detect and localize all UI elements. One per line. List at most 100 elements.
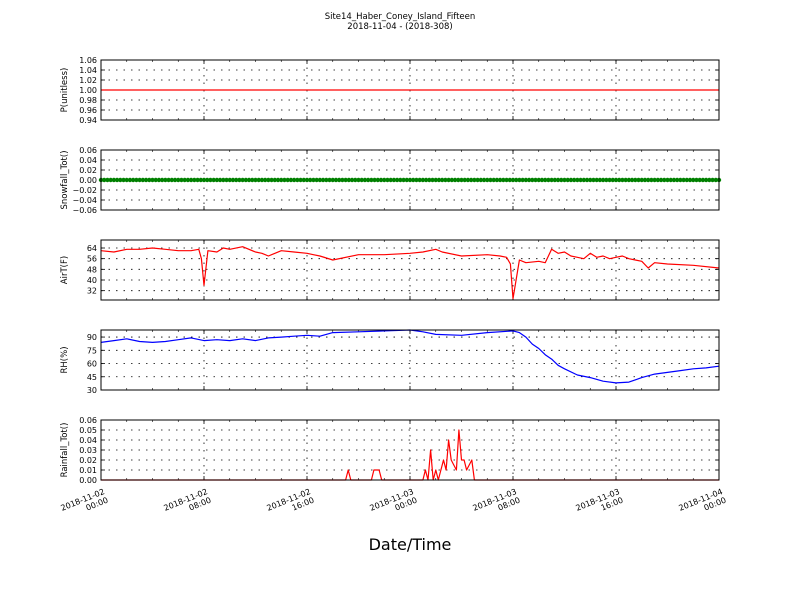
y-tick-label: 32 bbox=[87, 287, 97, 296]
series-marker bbox=[172, 177, 178, 183]
series-marker bbox=[411, 177, 416, 183]
series-marker bbox=[185, 177, 191, 183]
series-marker bbox=[526, 177, 532, 183]
series-marker bbox=[288, 177, 294, 183]
series-marker bbox=[514, 177, 519, 183]
series-marker bbox=[497, 177, 503, 183]
series-marker bbox=[645, 177, 651, 183]
series-marker bbox=[681, 177, 686, 183]
series-marker bbox=[394, 177, 400, 183]
series-marker bbox=[710, 177, 715, 183]
series-marker bbox=[546, 177, 551, 183]
series-marker bbox=[707, 177, 712, 183]
series-marker bbox=[137, 177, 142, 183]
x-tick-label: 2018-11-0200:00 bbox=[60, 487, 110, 521]
series-marker bbox=[311, 177, 316, 183]
series-marker bbox=[468, 177, 474, 183]
series-marker bbox=[449, 177, 455, 183]
y-tick-label: 60 bbox=[87, 360, 97, 369]
series-marker bbox=[159, 177, 165, 183]
y-axis-label: P(unitless) bbox=[60, 68, 70, 113]
series-marker bbox=[279, 177, 284, 183]
series-marker bbox=[674, 177, 680, 183]
series-marker bbox=[465, 177, 471, 183]
series-marker bbox=[629, 177, 635, 183]
x-tick-label: 2018-11-0300:00 bbox=[369, 487, 419, 521]
series-marker bbox=[600, 177, 606, 183]
series-marker bbox=[343, 177, 348, 183]
series-marker bbox=[636, 177, 641, 183]
series-marker bbox=[552, 177, 558, 183]
series-marker bbox=[578, 177, 583, 183]
chart-subtitle: 2018-11-04 - (2018-308) bbox=[347, 22, 452, 32]
series-marker bbox=[353, 177, 358, 183]
series-marker bbox=[237, 177, 242, 183]
series-marker bbox=[433, 177, 438, 183]
series-marker bbox=[494, 177, 500, 183]
series-marker bbox=[140, 177, 146, 183]
y-axis-label: Rainfall_Tot() bbox=[60, 423, 70, 478]
series-marker bbox=[163, 177, 168, 183]
series-marker bbox=[388, 177, 393, 183]
series-marker bbox=[108, 177, 113, 183]
series-marker bbox=[327, 177, 332, 183]
y-tick-label: 64 bbox=[87, 244, 97, 253]
series-marker bbox=[520, 177, 525, 183]
plot-frame bbox=[100, 239, 720, 301]
plot-frame bbox=[100, 59, 720, 121]
series-marker bbox=[272, 177, 278, 183]
y-tick-label: 0.00 bbox=[79, 176, 97, 185]
y-tick-label: 0.98 bbox=[79, 96, 97, 105]
x-tick-label: 2018-11-0308:00 bbox=[472, 487, 522, 521]
series-marker bbox=[713, 177, 718, 183]
series-marker bbox=[362, 177, 368, 183]
series-marker bbox=[243, 177, 249, 183]
series-marker bbox=[169, 177, 175, 183]
series-marker bbox=[195, 177, 200, 183]
series-marker bbox=[401, 177, 406, 183]
series-marker bbox=[127, 177, 133, 183]
series-marker bbox=[227, 177, 232, 183]
series-marker bbox=[607, 177, 612, 183]
series-marker bbox=[285, 177, 290, 183]
series-marker bbox=[295, 177, 300, 183]
series-marker bbox=[430, 177, 435, 183]
series-marker bbox=[224, 177, 229, 183]
x-axis-label: Date/Time bbox=[369, 535, 452, 554]
y-tick-label: 0.01 bbox=[79, 466, 97, 475]
series-marker bbox=[346, 177, 352, 183]
y-tick-label: 0.06 bbox=[79, 416, 97, 425]
series-marker bbox=[623, 177, 628, 183]
series-marker bbox=[111, 177, 117, 183]
series-marker bbox=[665, 177, 670, 183]
series-marker bbox=[501, 177, 506, 183]
y-tick-label: 1.00 bbox=[79, 86, 97, 95]
series-line-5 bbox=[101, 429, 719, 481]
series-marker bbox=[700, 177, 706, 183]
y-tick-label: 0.03 bbox=[79, 446, 97, 455]
series-marker bbox=[649, 177, 654, 183]
series-marker bbox=[365, 177, 371, 183]
series-marker bbox=[549, 177, 554, 183]
y-tick-label: 0.94 bbox=[79, 116, 97, 125]
series-marker bbox=[320, 177, 326, 183]
y-tick-label: −0.06 bbox=[72, 206, 97, 215]
series-marker bbox=[198, 177, 203, 183]
series-marker bbox=[217, 177, 223, 183]
series-marker bbox=[684, 177, 690, 183]
series-marker bbox=[478, 177, 484, 183]
y-axis-label: Snowfall_Tot() bbox=[60, 150, 70, 209]
series-marker bbox=[668, 177, 673, 183]
y-tick-label: 0.04 bbox=[79, 436, 97, 445]
series-marker bbox=[266, 177, 271, 183]
panel-5: 0.000.010.020.030.040.050.06 Rainfall_Tot… bbox=[60, 416, 720, 485]
y-tick-label: 0.02 bbox=[79, 456, 97, 465]
x-tick-label: 2018-11-0208:00 bbox=[163, 487, 213, 521]
series-marker bbox=[340, 177, 345, 183]
series-marker bbox=[192, 177, 197, 183]
y-tick-label: −0.02 bbox=[72, 186, 97, 195]
series-marker bbox=[208, 177, 213, 183]
series-marker bbox=[404, 177, 409, 183]
series-marker bbox=[439, 177, 445, 183]
series-marker bbox=[697, 177, 702, 183]
